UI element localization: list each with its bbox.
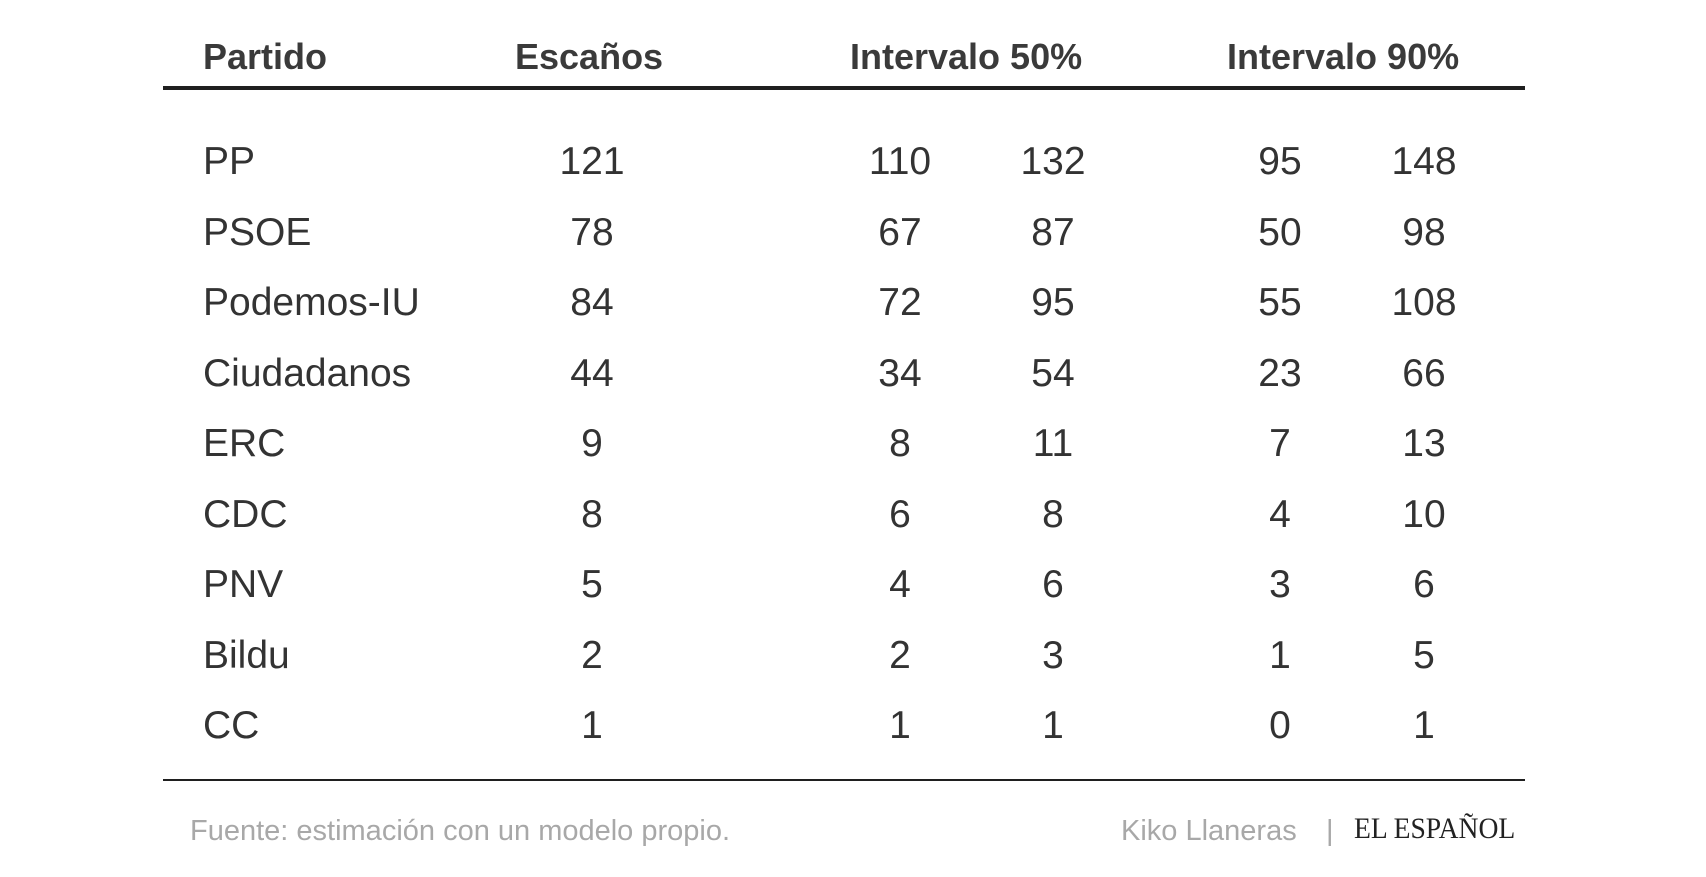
interval-50-high: 3 xyxy=(1042,633,1064,677)
interval-90-low: 3 xyxy=(1269,563,1291,606)
interval-90-high: 108 xyxy=(1391,281,1457,324)
seats-value: 78 xyxy=(570,210,614,254)
interval-50-low: 1 xyxy=(889,704,911,747)
author-credit: Kiko Llaneras xyxy=(1121,815,1297,847)
interval-90-low: 55 xyxy=(1258,281,1302,324)
party-name: PP xyxy=(203,140,256,183)
party-name: CC xyxy=(203,704,260,747)
seats-value: 9 xyxy=(581,422,603,465)
interval-50-low: 8 xyxy=(889,422,911,465)
interval-50-high: 95 xyxy=(1031,281,1075,324)
interval-90-high: 66 xyxy=(1402,351,1446,395)
interval-50-high: 8 xyxy=(1042,492,1064,536)
table-row: Ciudadanos 44 34 54 23 66 xyxy=(0,339,1706,409)
party-name: Bildu xyxy=(203,633,290,677)
party-name: Podemos-IU xyxy=(203,281,420,324)
interval-90-high: 98 xyxy=(1402,210,1446,254)
party-name: PNV xyxy=(203,563,284,606)
interval-50-high: 1 xyxy=(1042,704,1064,747)
interval-50-low: 67 xyxy=(878,210,922,254)
seats-value: 5 xyxy=(581,563,603,606)
table-row: PP 121 110 132 95 148 xyxy=(0,127,1706,197)
interval-50-low: 2 xyxy=(889,633,911,677)
seats-value: 8 xyxy=(581,492,603,536)
interval-50-high: 132 xyxy=(1020,140,1086,183)
footer-separator: | xyxy=(1326,815,1334,847)
party-name: PSOE xyxy=(203,210,312,254)
interval-90-low: 23 xyxy=(1258,351,1302,395)
interval-90-low: 1 xyxy=(1269,633,1291,677)
table-row: CC 1 1 1 0 1 xyxy=(0,691,1706,761)
interval-90-high: 13 xyxy=(1402,422,1446,465)
interval-50-high: 87 xyxy=(1031,210,1075,254)
interval-90-low: 95 xyxy=(1258,140,1302,183)
party-name: ERC xyxy=(203,422,286,465)
interval-90-high: 6 xyxy=(1413,563,1435,606)
interval-90-low: 50 xyxy=(1258,210,1302,254)
table-row: Bildu 2 2 3 1 5 xyxy=(0,621,1706,691)
interval-90-high: 148 xyxy=(1391,140,1457,183)
party-name: CDC xyxy=(203,492,288,536)
interval-50-low: 4 xyxy=(889,563,911,606)
footer-rule xyxy=(163,779,1525,781)
interval-50-low: 72 xyxy=(878,281,922,324)
interval-90-low: 4 xyxy=(1269,492,1291,536)
header-escanos: Escaños xyxy=(515,36,664,77)
seats-value: 1 xyxy=(581,704,603,747)
header-intervalo-50: Intervalo 50% xyxy=(850,36,1083,77)
source-note: Fuente: estimación con un modelo propio. xyxy=(190,815,731,847)
interval-90-high: 5 xyxy=(1413,633,1435,677)
interval-90-low: 0 xyxy=(1269,704,1291,747)
seats-value: 2 xyxy=(581,633,603,677)
interval-90-high: 10 xyxy=(1402,492,1446,536)
header-intervalo-90: Intervalo 90% xyxy=(1227,36,1460,77)
table-row: CDC 8 6 8 4 10 xyxy=(0,480,1706,550)
interval-50-low: 34 xyxy=(878,351,922,395)
seats-value: 121 xyxy=(559,140,625,183)
table-row: ERC 9 8 11 7 13 xyxy=(0,409,1706,479)
el-espanol-logo: EL ESPAÑOL xyxy=(1354,812,1516,845)
interval-50-high: 54 xyxy=(1031,351,1075,395)
interval-50-low: 6 xyxy=(889,492,911,536)
party-name: Ciudadanos xyxy=(203,351,412,395)
table-row: PNV 5 4 6 3 6 xyxy=(0,550,1706,620)
header-rule xyxy=(163,86,1525,90)
interval-50-low: 110 xyxy=(868,140,932,183)
table-row: PSOE 78 67 87 50 98 xyxy=(0,198,1706,268)
interval-50-high: 6 xyxy=(1042,563,1064,606)
header-partido: Partido xyxy=(203,36,328,77)
interval-90-low: 7 xyxy=(1269,422,1291,465)
seats-value: 84 xyxy=(570,281,614,324)
seats-value: 44 xyxy=(570,351,614,395)
interval-50-high: 11 xyxy=(1032,422,1074,465)
table-row: Podemos-IU 84 72 95 55 108 xyxy=(0,268,1706,338)
interval-90-high: 1 xyxy=(1413,704,1435,747)
